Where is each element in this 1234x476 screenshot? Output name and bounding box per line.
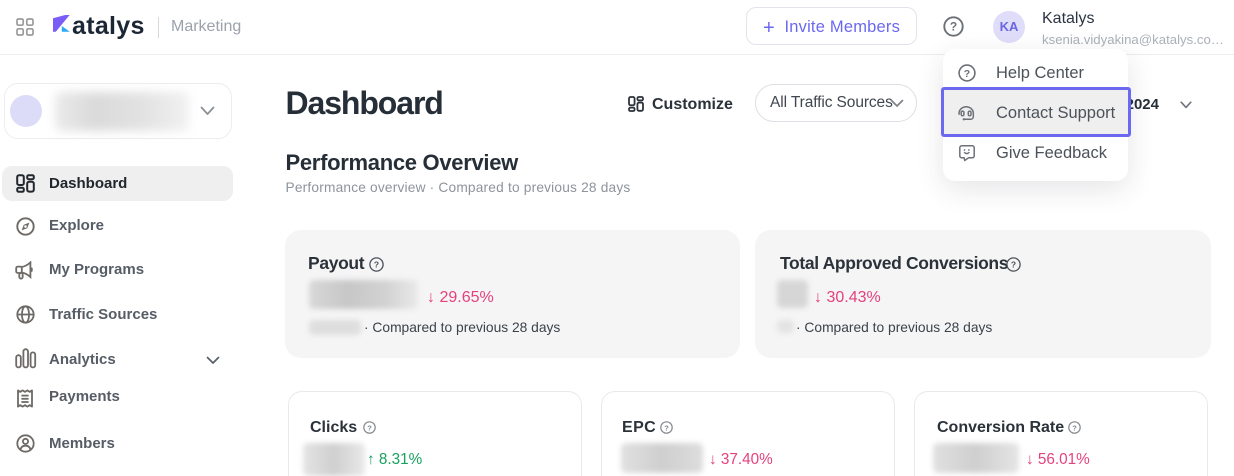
svg-text:?: ? [367, 423, 372, 432]
svg-text:?: ? [1010, 259, 1015, 269]
svg-text:?: ? [664, 423, 669, 432]
svg-text:?: ? [374, 259, 379, 269]
svg-text:?: ? [1072, 423, 1077, 432]
svg-text:?: ? [964, 68, 970, 80]
svg-text:?: ? [950, 20, 957, 34]
